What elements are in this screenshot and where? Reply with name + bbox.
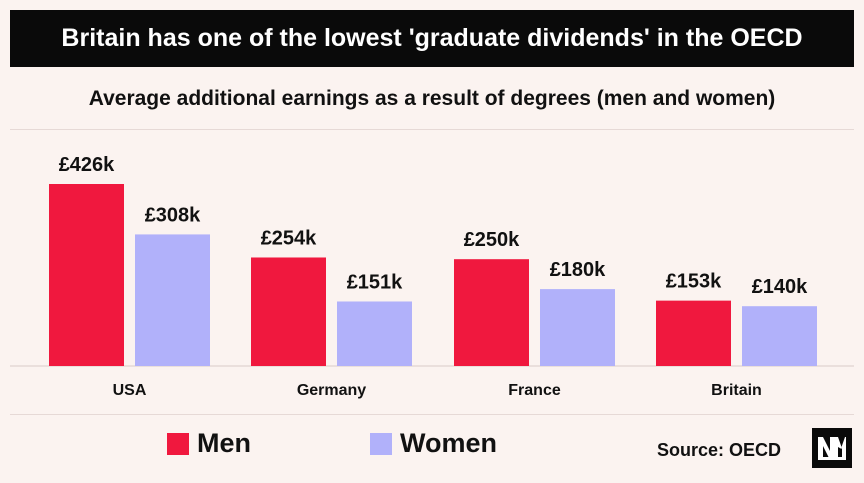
bottom-divider (10, 414, 854, 415)
x-tick-label-usa: USA (113, 382, 147, 399)
data-label-men-britain: £153k (666, 271, 722, 293)
data-label-women-germany: £151k (347, 271, 403, 293)
data-label-men-france: £250k (464, 229, 520, 251)
legend-swatch-women (370, 432, 392, 455)
bar-men-britain (656, 300, 731, 366)
data-label-men-germany: £254k (261, 227, 317, 249)
legend-item-women: Women (370, 428, 497, 459)
x-tick-label-britain: Britain (711, 382, 762, 399)
bar-men-usa (49, 184, 124, 366)
top-divider (10, 129, 854, 130)
legend-swatch-men (167, 432, 189, 455)
chart-title-bar: Britain has one of the lowest 'graduate … (10, 10, 854, 67)
chart-title: Britain has one of the lowest 'graduate … (61, 24, 803, 52)
nm-logo-icon (815, 433, 849, 463)
data-label-women-usa: £308k (145, 204, 201, 226)
bar-women-france (540, 289, 615, 366)
data-label-women-france: £180k (550, 259, 606, 281)
chart-subtitle: Average additional earnings as a result … (88, 87, 776, 110)
bar-chart: £426k £308k USA £254k £151k Germany £250k £180k… (10, 154, 854, 399)
x-tick-label-germany: Germany (297, 382, 366, 399)
legend-label-women: Women (400, 428, 498, 458)
bar-women-britain (742, 306, 817, 366)
source-note: Source: OECD (657, 440, 782, 460)
bar-women-germany (337, 301, 412, 366)
bar-men-france (454, 259, 529, 366)
data-label-men-usa: £426k (59, 154, 115, 176)
data-label-women-britain: £140k (752, 276, 808, 298)
legend-label-men: Men (197, 428, 251, 458)
bar-men-germany (251, 257, 326, 366)
x-tick-label-france: France (508, 382, 561, 399)
legend-item-men: Men (167, 428, 251, 459)
brand-logo (812, 428, 852, 468)
bar-women-usa (135, 234, 210, 366)
